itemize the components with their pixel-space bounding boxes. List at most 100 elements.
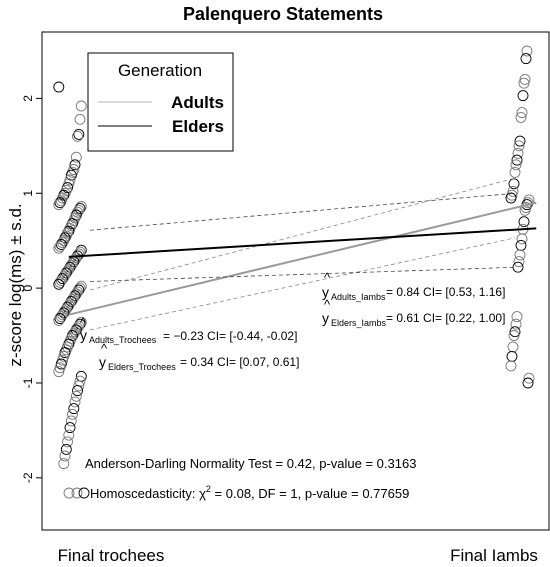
- data-point: [510, 318, 522, 330]
- data-point: [60, 443, 72, 455]
- y-tick-label: 2: [21, 95, 35, 102]
- data-point: [55, 239, 67, 250]
- annotation-sub-adults-trochees: Adults_Trochees: [89, 335, 157, 345]
- data-point: [53, 366, 65, 378]
- yhat-y: y: [99, 354, 106, 370]
- data-point: [69, 254, 81, 266]
- data-point: [75, 316, 87, 328]
- annotation-text-adults-iambs: = 0.84 CI= [0.53, 1.16]: [386, 285, 505, 299]
- data-point: [505, 360, 517, 372]
- data-point: [70, 151, 82, 163]
- annotation-text-elders-iambs: = 0.61 CI= [0.22, 1.00]: [386, 311, 505, 325]
- homosced-marker-adults: [63, 487, 75, 499]
- data-point: [64, 297, 76, 309]
- data-point: [60, 303, 72, 315]
- data-point: [73, 248, 85, 260]
- data-point: [53, 242, 65, 254]
- normality-test-text: Anderson-Darling Normality Test = 0.42, …: [85, 456, 416, 471]
- data-point: [508, 330, 520, 341]
- data-point: [64, 422, 76, 434]
- data-point: [58, 271, 70, 283]
- data-point: [510, 159, 522, 171]
- data-point: [523, 372, 535, 384]
- annotation-text-elders-trochees: = 0.34 CI= [0.07, 0.61]: [180, 355, 299, 369]
- data-point: [74, 202, 86, 214]
- data-point: [55, 275, 67, 286]
- data-point: [73, 128, 85, 140]
- data-point: [65, 169, 77, 181]
- data-point: [53, 314, 65, 326]
- yhat-symbol: ^: [324, 297, 331, 312]
- y-tick-label: 1: [21, 190, 35, 197]
- data-point: [519, 73, 531, 85]
- data-point: [53, 199, 65, 211]
- data-point: [512, 261, 524, 273]
- y-axis-label: z-score log(ms) ± s.d.: [6, 203, 25, 366]
- data-point: [63, 263, 75, 275]
- data-point: [54, 240, 66, 252]
- ci-upper-line: [89, 177, 516, 291]
- data-point: [59, 305, 71, 317]
- data-point: [72, 385, 83, 397]
- annotation-adults-iambs: ^ y Adults_Iambs = 0.84 CI= [0.53, 1.16]: [322, 270, 505, 302]
- data-point: [57, 273, 68, 285]
- category-label-trochees: Final trochees: [58, 546, 165, 565]
- data-point: [516, 107, 528, 119]
- legend-label-adults: Adults: [171, 93, 224, 112]
- homosced-superscript: 2: [206, 484, 211, 494]
- data-point: [73, 380, 85, 392]
- ci-lower-line: [89, 266, 516, 282]
- data-point: [58, 458, 70, 470]
- data-point: [54, 197, 66, 209]
- data-point: [506, 350, 518, 362]
- legend-title: Generation: [118, 61, 202, 80]
- annotation-sub-elders-trochees: Elders_Trochees: [108, 362, 176, 372]
- data-point: [67, 294, 78, 305]
- homoscedasticity-legend: Homoscedasticity: χ2 = 0.08, DF = 1, p-v…: [63, 484, 409, 501]
- data-point: [63, 429, 75, 441]
- data-point: [69, 159, 81, 171]
- data-point: [69, 290, 81, 302]
- data-point: [59, 450, 71, 462]
- data-point: [75, 100, 87, 112]
- data-point: [75, 280, 87, 292]
- ci-lower-line: [89, 237, 516, 331]
- homoscedasticity-text: Homoscedasticity: χ2 = 0.08, DF = 1, p-v…: [90, 484, 409, 501]
- data-point: [53, 278, 65, 290]
- data-point: [505, 192, 517, 204]
- yhat-y: y: [322, 310, 329, 326]
- homosced-marker-elders: [78, 487, 90, 499]
- data-point: [74, 282, 86, 294]
- data-point: [515, 111, 527, 123]
- data-point: [68, 292, 80, 304]
- data-point: [57, 309, 68, 321]
- data-point: [74, 318, 86, 330]
- data-point: [511, 311, 523, 323]
- data-point: [507, 185, 519, 197]
- data-point: [514, 249, 526, 261]
- yhat-symbol: ^: [101, 341, 108, 356]
- y-tick-label: -2: [21, 472, 35, 483]
- data-point: [55, 311, 67, 323]
- annotation-text-adults-trochees: = −0.23 CI= [-0.44, -0.02]: [163, 329, 297, 343]
- regression-lines: [68, 177, 537, 331]
- y-axis: -2 -1 0 1 2: [21, 95, 42, 483]
- data-point: [518, 77, 530, 89]
- annotation-elders-iambs: ^ y Elders_Iambs = 0.61 CI= [0.22, 1.00]: [322, 297, 505, 328]
- data-point: [522, 377, 534, 389]
- annotation-sub-elders-iambs: Elders_Iambs: [331, 318, 387, 328]
- data-point: [53, 81, 65, 93]
- data-point: [512, 147, 524, 159]
- data-point: [63, 299, 75, 311]
- data-point: [73, 284, 85, 296]
- data-point: [72, 130, 83, 142]
- annotation-adults-trochees: ^ y Adults_Trochees = −0.23 CI= [-0.44, …: [80, 315, 297, 345]
- data-point: [509, 166, 521, 178]
- data-points: [53, 45, 535, 470]
- data-point: [509, 326, 521, 338]
- annotation-elders-trochees: ^ y Elders_Trochees = 0.34 CI= [0.07, 0.…: [99, 341, 299, 372]
- data-point: [507, 341, 519, 353]
- yhat-symbol: ^: [324, 270, 331, 285]
- data-point: [517, 90, 529, 102]
